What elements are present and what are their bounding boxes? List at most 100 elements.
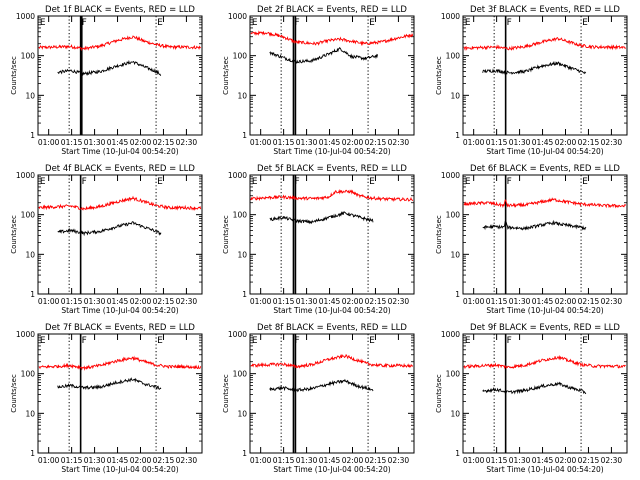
y-tick-label: 1 — [455, 290, 460, 299]
x-tick-label: 01:15 — [273, 297, 295, 306]
x-axis-label: Start Time (10-Jul-04 00:54:20) — [486, 465, 603, 474]
x-tick-label: 01:00 — [463, 456, 485, 465]
plot-frame — [37, 333, 203, 454]
marker-label: E — [252, 18, 258, 28]
x-tick-label: 01:15 — [486, 456, 508, 465]
x-tick-label: 01:45 — [319, 297, 341, 306]
series-line-lld-red — [463, 37, 627, 52]
y-tick-label: 100 — [446, 211, 461, 220]
marker-label: E — [582, 18, 588, 28]
marker-label: E — [40, 177, 46, 187]
x-axis-label: Start Time (10-Jul-04 00:54:20) — [61, 465, 178, 474]
x-tick-label: 02:30 — [176, 456, 198, 465]
y-tick-label: 100 — [446, 370, 461, 379]
y-axis-label: Counts/sec — [435, 215, 443, 254]
x-tick-label: 01:45 — [107, 456, 129, 465]
y-axis-label: Counts/sec — [435, 56, 443, 95]
x-tick-label: 01:30 — [509, 138, 531, 147]
marker-label: E — [40, 336, 46, 346]
plot-frame — [462, 15, 628, 136]
y-tick-label: 100 — [21, 370, 36, 379]
marker-label: E — [465, 177, 471, 187]
plot-frame — [462, 333, 628, 454]
x-tick-label: 01:45 — [532, 138, 554, 147]
x-tick-label: 01:15 — [61, 456, 83, 465]
series-line-events-black — [482, 381, 587, 395]
series-line-lld-red — [38, 195, 202, 211]
y-tick-label: 1000 — [16, 330, 35, 339]
x-tick-label: 01:00 — [463, 138, 485, 147]
chart-panel-5: Det 5f BLACK = Events, RED = LLD 1 10 100 10… — [222, 164, 415, 315]
marker-label: E — [369, 336, 375, 346]
chart-title: Det 9f BLACK = Events, RED = LLD — [470, 323, 620, 333]
series-line-events-black — [482, 219, 587, 231]
plot-frame — [37, 174, 203, 295]
y-tick-label: 10 — [237, 91, 247, 100]
series-line-lld-red — [250, 353, 414, 369]
y-tick-label: 10 — [25, 250, 35, 259]
chart-panel-9: Det 9f BLACK = Events, RED = LLD 1 10 100 10… — [435, 323, 628, 474]
x-tick-label: 02:00 — [342, 297, 364, 306]
x-tick-label: 02:00 — [555, 456, 577, 465]
chart-panel-3: Det 3f BLACK = Events, RED = LLD 1 10 100 10… — [435, 5, 628, 156]
x-tick-label: 02:15 — [365, 456, 387, 465]
y-tick-label: 100 — [446, 52, 461, 61]
x-tick-label: 02:00 — [342, 138, 364, 147]
x-tick-label: 02:15 — [153, 297, 175, 306]
x-tick-label: 01:15 — [486, 138, 508, 147]
x-tick-label: 02:30 — [601, 297, 623, 306]
y-tick-label: 10 — [450, 91, 460, 100]
marker-label: E — [582, 177, 588, 187]
y-tick-label: 1 — [455, 449, 460, 458]
y-axis-label: Counts/sec — [10, 374, 18, 413]
x-tick-label: 01:30 — [84, 297, 106, 306]
x-tick-label: 02:15 — [578, 297, 600, 306]
y-axis-label: Counts/sec — [10, 56, 18, 95]
y-tick-label: 1000 — [16, 12, 35, 21]
x-tick-label: 02:00 — [130, 297, 152, 306]
series-line-events-black — [57, 59, 162, 77]
y-tick-label: 1000 — [441, 12, 460, 21]
y-tick-label: 100 — [21, 52, 36, 61]
x-tick-label: 01:45 — [107, 297, 129, 306]
x-tick-label: 01:15 — [273, 138, 295, 147]
y-axis-label: Counts/sec — [435, 374, 443, 413]
chart-title: Det 4f BLACK = Events, RED = LLD — [45, 164, 195, 174]
x-tick-label: 01:30 — [296, 456, 318, 465]
y-tick-label: 1000 — [228, 171, 247, 180]
x-tick-label: 01:15 — [61, 138, 83, 147]
y-tick-label: 10 — [25, 409, 35, 418]
x-tick-label: 02:00 — [342, 456, 364, 465]
x-axis-label: Start Time (10-Jul-04 00:54:20) — [486, 306, 603, 315]
x-tick-label: 01:30 — [509, 297, 531, 306]
marker-label: E — [465, 336, 471, 346]
x-tick-label: 01:30 — [84, 138, 106, 147]
y-tick-label: 1 — [455, 131, 460, 140]
x-tick-label: 02:30 — [388, 297, 410, 306]
x-tick-label: 02:15 — [153, 138, 175, 147]
series-line-lld-red — [463, 197, 627, 209]
x-axis-label: Start Time (10-Jul-04 00:54:20) — [486, 147, 603, 156]
y-tick-label: 1000 — [228, 12, 247, 21]
x-tick-label: 02:15 — [578, 138, 600, 147]
chart-panel-1: Det 1f BLACK = Events, RED = LLD 1 10 100 10… — [10, 5, 203, 156]
x-tick-label: 02:30 — [176, 297, 198, 306]
x-tick-label: 01:30 — [296, 297, 318, 306]
x-axis-label: Start Time (10-Jul-04 00:54:20) — [61, 306, 178, 315]
series-line-events-black — [269, 46, 379, 64]
chart-panel-2: Det 2f BLACK = Events, RED = LLD 1 10 100 10… — [222, 5, 415, 156]
x-tick-label: 01:15 — [61, 297, 83, 306]
plot-frame — [249, 333, 415, 454]
x-tick-label: 01:45 — [107, 138, 129, 147]
chart-panel-7: Det 7f BLACK = Events, RED = LLD 1 10 100 10… — [10, 323, 203, 474]
marker-label: F — [82, 18, 87, 28]
marker-label: F — [294, 177, 299, 187]
marker-label: E — [582, 336, 588, 346]
x-tick-label: 01:45 — [319, 456, 341, 465]
y-tick-label: 10 — [237, 250, 247, 259]
x-tick-label: 02:30 — [176, 138, 198, 147]
chart-panel-4: Det 4f BLACK = Events, RED = LLD 1 10 100 10… — [10, 164, 203, 315]
plot-frame — [249, 15, 415, 136]
series-line-events-black — [57, 221, 162, 237]
